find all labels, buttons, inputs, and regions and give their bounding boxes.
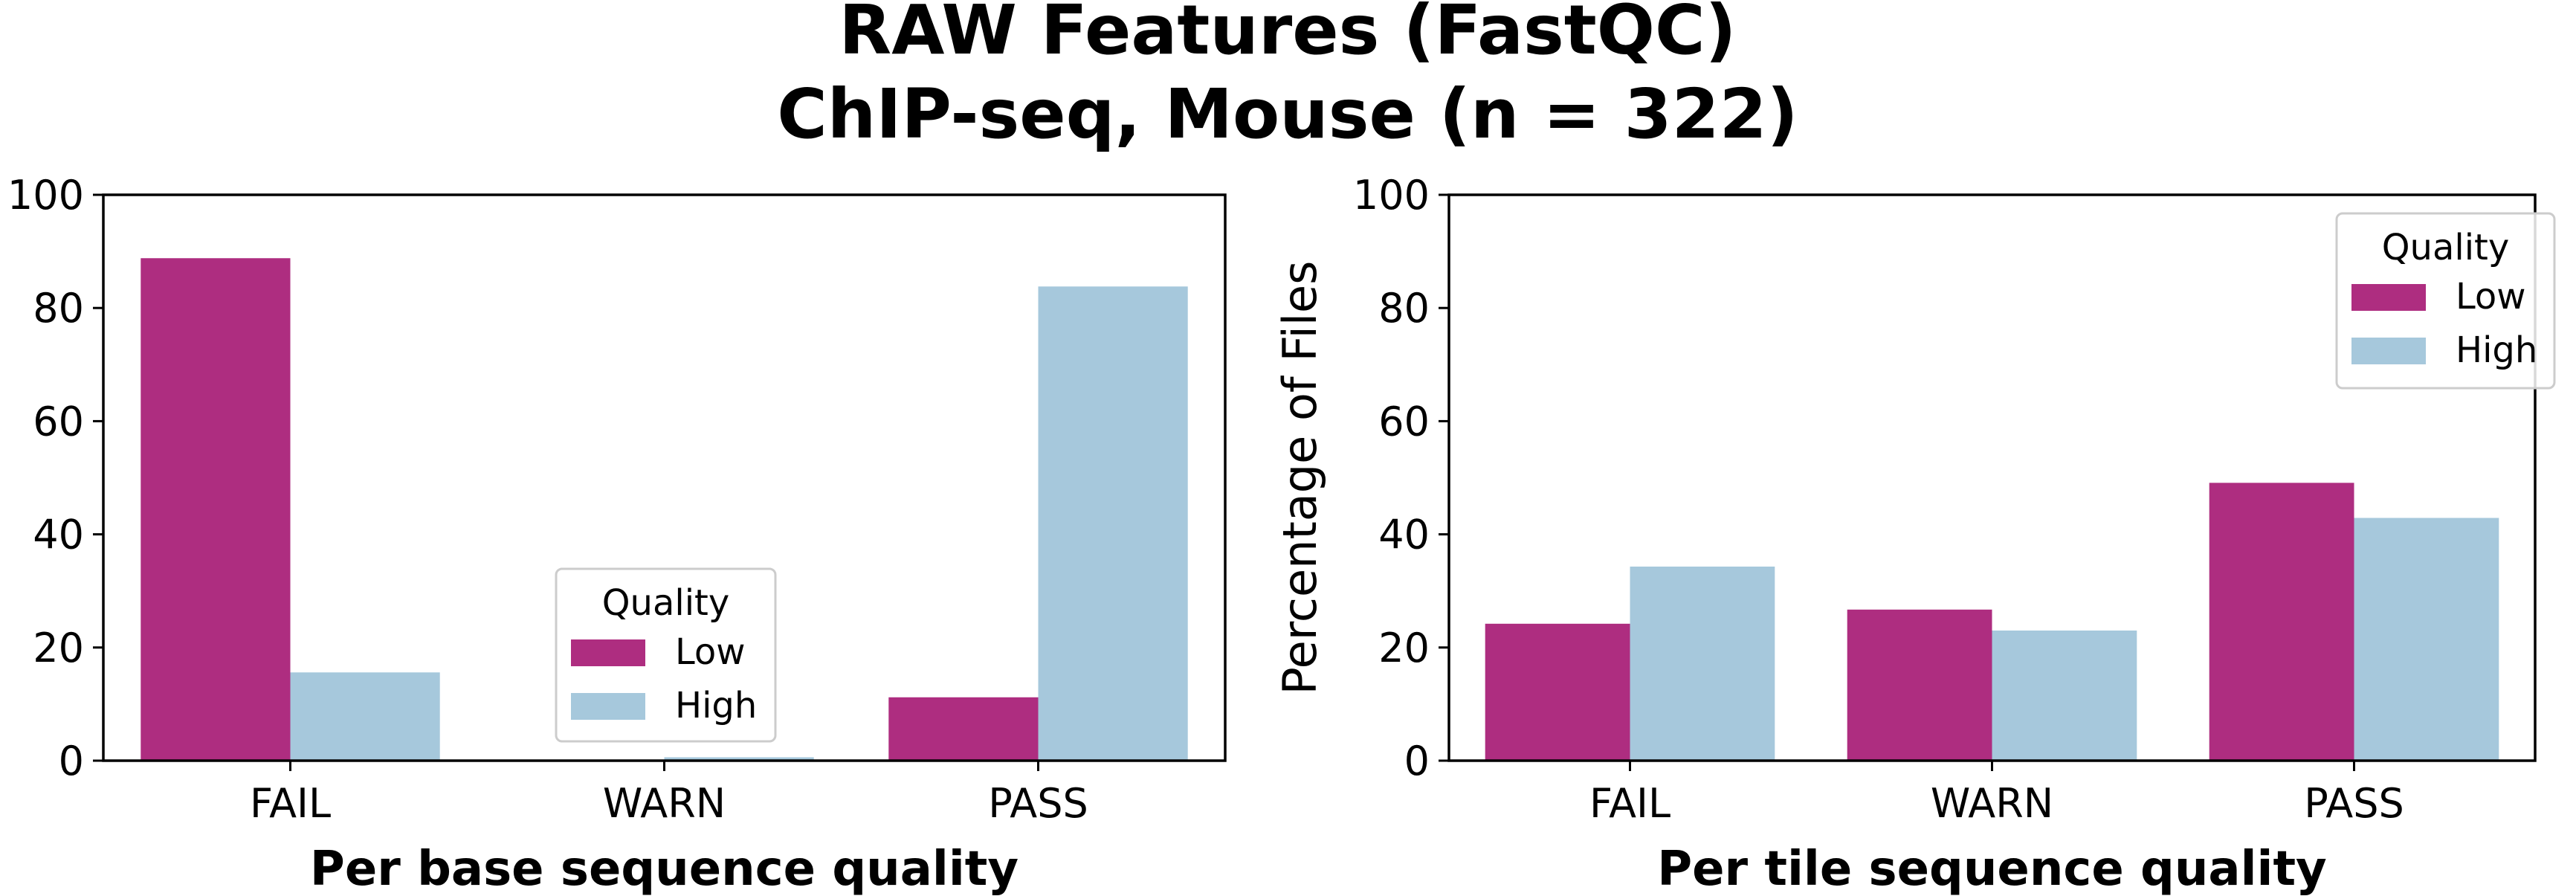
x-tick-label-pass: PASS [2304, 780, 2404, 827]
y-tick-label: 60 [1378, 398, 1430, 445]
bar-low-fail [141, 258, 291, 761]
bar-high-fail [1630, 566, 1775, 761]
bar-low-pass [888, 697, 1039, 761]
bar-low-fail [1485, 623, 1630, 761]
y-tick-label: 20 [33, 625, 84, 671]
y-tick-label: 0 [59, 738, 84, 784]
legend-label-high: High [675, 685, 757, 726]
legend-title: Quality [602, 582, 730, 624]
bar-high-pass [1038, 286, 1188, 761]
y-tick-label: 60 [33, 398, 84, 445]
x-tick-label-fail: FAIL [1589, 780, 1670, 827]
x-tick-label-warn: WARN [603, 780, 726, 827]
y-tick-label: 80 [33, 285, 84, 332]
legend-label-low: Low [2456, 276, 2526, 318]
bar-high-warn [664, 757, 814, 761]
legend-label-low: Low [675, 631, 746, 673]
y-tick-label: 40 [1378, 512, 1430, 558]
x-axis-label: Per tile sequence quality [1657, 842, 2327, 896]
bar-low-warn [1847, 609, 1992, 761]
legend-swatch-low [2351, 284, 2426, 311]
y-tick-label: 40 [33, 512, 84, 558]
y-tick-label: 80 [1378, 285, 1430, 332]
figure-title-line1: RAW Features (FastQC) [839, 0, 1736, 70]
legend-swatch-high [2351, 338, 2426, 364]
x-tick-label-fail: FAIL [250, 780, 331, 827]
legend: Quality Low High [555, 567, 777, 743]
y-axis-label: Percentage of Files [1273, 260, 1327, 694]
y-tick-label: 0 [1404, 738, 1430, 784]
legend: Quality Low High [2335, 212, 2556, 390]
figure-title-line2: ChIP-seq, Mouse (n = 322) [777, 74, 1798, 154]
y-tick-label: 100 [1353, 172, 1430, 219]
bar-high-warn [1992, 630, 2137, 761]
legend-swatch-high [571, 693, 645, 720]
y-tick-label: 20 [1378, 625, 1430, 671]
y-tick-label: 100 [7, 172, 84, 219]
chart-panel-per-base: 0 20 40 60 80 100 FAIL WARN PASS Per base sequenc… [7, 172, 1227, 896]
x-tick-label-warn: WARN [1931, 780, 2053, 827]
x-tick-label-pass: PASS [988, 780, 1088, 827]
chart-panel-per-tile: 0 20 40 60 80 100 FAIL WARN PASS Per tile sequenc… [1273, 172, 2556, 896]
x-axis-label: Per base sequence quality [310, 842, 1019, 896]
legend-label-high: High [2456, 329, 2537, 371]
bar-low-pass [2209, 483, 2354, 761]
bar-high-fail [290, 672, 440, 761]
legend-swatch-low [571, 639, 645, 666]
legend-title: Quality [2382, 227, 2510, 268]
bar-high-pass [2354, 518, 2499, 761]
